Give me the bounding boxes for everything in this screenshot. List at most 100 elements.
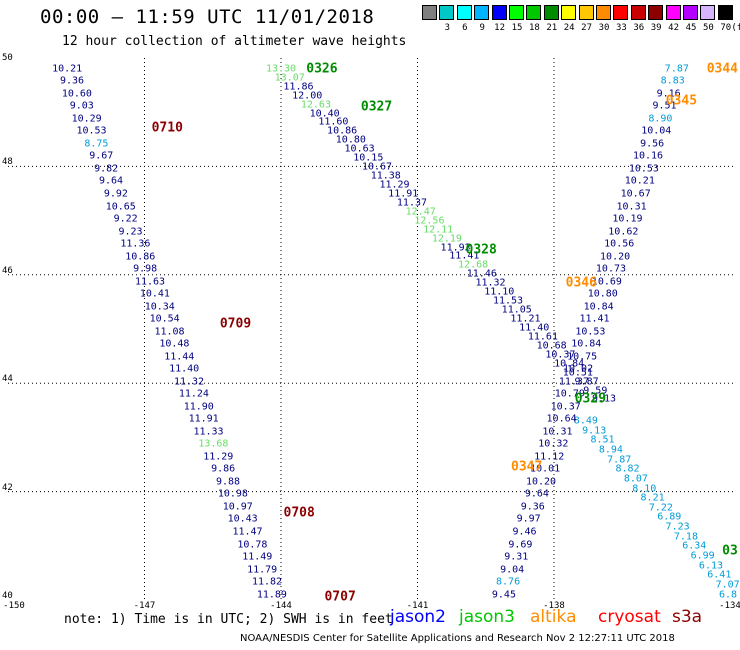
wave-height-value: 10.84 — [583, 301, 614, 313]
wave-height-value: 10.04 — [641, 125, 672, 137]
footer-note: note: 1) Time is in UTC; 2) SWH is in fe… — [64, 612, 393, 627]
wave-height-value: 11.29 — [379, 179, 410, 191]
x-tick-label: -150 — [3, 601, 25, 611]
wave-height-value: 6.89 — [657, 511, 682, 523]
legend-item-altika: altika — [530, 607, 577, 627]
map-plot — [8, 58, 736, 600]
wave-height-value: 6.13 — [698, 560, 724, 572]
x-tick-label: -134 — [719, 601, 740, 611]
wave-height-value: 9.82 — [94, 163, 119, 175]
wave-height-value: 11.63 — [134, 276, 166, 288]
wave-height-value: 9.64 — [98, 175, 124, 187]
wave-height-value: 8.75 — [84, 138, 109, 150]
wave-height-value: 11.08 — [154, 326, 185, 338]
wave-height-value: 9.88 — [215, 476, 241, 488]
x-tick-label: -138 — [543, 601, 565, 611]
wave-height-value: 8.07 — [623, 473, 648, 485]
wave-height-value: 9.64 — [524, 488, 549, 500]
scale-swatch — [613, 5, 629, 20]
wave-height-value: 10.56 — [604, 238, 635, 250]
wave-height-value: 7.22 — [648, 502, 673, 514]
pass-time-label: 0707 — [324, 589, 356, 605]
wave-height-value: 10.67 — [620, 188, 651, 200]
scale-tick-label: 12 — [494, 23, 506, 33]
wave-height-value: 9.98 — [133, 263, 158, 275]
wave-height-value: 11.32 — [475, 277, 506, 289]
wave-height-value: 8.82 — [615, 463, 640, 475]
scale-swatch — [474, 5, 490, 20]
wave-height-value: 11.92 — [440, 242, 471, 254]
wave-height-value: 10.53 — [575, 326, 606, 338]
wave-height-value: 9.13 — [592, 393, 617, 405]
wave-height-value: 8.21 — [640, 492, 665, 504]
scale-tick-label: 39 — [650, 23, 662, 33]
scale-swatch — [596, 5, 611, 20]
wave-height-value: 10.54 — [149, 313, 180, 325]
wave-height-value: 9.31 — [504, 551, 529, 563]
wave-height-value: 9.03 — [69, 100, 94, 112]
wave-height-value: 11.79 — [247, 564, 278, 576]
wave-height-value: 10.41 — [139, 288, 170, 300]
wave-height-value: 10.53 — [628, 163, 659, 175]
wave-height-value: 9.67 — [89, 150, 114, 162]
wave-height-value: 13.30 — [265, 63, 297, 75]
wave-height-value: 10.51 — [562, 367, 593, 379]
wave-height-value: 10.84 — [554, 358, 585, 370]
wave-height-value: 11.47 — [232, 526, 263, 538]
wave-height-value: 10.34 — [144, 301, 175, 313]
wave-height-value: 10.79 — [554, 388, 585, 400]
wave-height-value: 7.23 — [665, 521, 690, 533]
scale-tick-label: 15 — [511, 23, 523, 33]
wave-height-value: 11.33 — [193, 426, 224, 438]
wave-height-value: 10.86 — [327, 125, 358, 137]
wave-height-value: 11.40 — [169, 363, 200, 375]
wave-height-value: 10.86 — [125, 251, 156, 263]
scale-tick-label: 3 — [444, 23, 451, 33]
wave-height-value: 11.29 — [203, 451, 234, 463]
wave-height-value: 10.64 — [546, 413, 577, 425]
wave-height-value: 13.07 — [274, 72, 305, 84]
wave-height-value: 11.90 — [183, 401, 214, 413]
wave-height-value: 12.19 — [431, 233, 462, 245]
wave-height-value: 9.04 — [500, 564, 525, 576]
wave-height-value: 10.40 — [309, 108, 340, 120]
wave-height-value: 8.90 — [648, 113, 673, 125]
x-tick-label: -147 — [133, 601, 156, 611]
pass-time-label: 0710 — [151, 120, 183, 136]
wave-height-value: 8.49 — [573, 415, 598, 427]
wave-height-value: 10.16 — [632, 150, 664, 162]
wave-height-value: 10.29 — [71, 113, 102, 125]
scale-tick-label: 70 — [720, 23, 732, 33]
wave-height-value: 10.19 — [612, 213, 643, 225]
wave-height-value: 10.20 — [525, 476, 557, 488]
wave-height-value: 13.68 — [198, 438, 229, 450]
wave-height-value: 9.23 — [118, 226, 143, 238]
wave-height-value: 11.46 — [466, 268, 497, 280]
wave-height-value: 10.80 — [335, 134, 366, 146]
scale-tick-label: 45 — [685, 23, 697, 33]
pass-time-label: 0345 — [665, 93, 698, 109]
scale-tick-label: 6 — [462, 23, 468, 33]
wave-height-value: 10.48 — [159, 338, 190, 350]
wave-height-value: 11.82 — [251, 576, 283, 588]
wave-height-value: 9.97 — [516, 513, 541, 525]
wave-height-value: 8.10 — [632, 483, 657, 495]
wave-height-value: 10.02 — [562, 363, 594, 375]
wave-height-value: 11.91 — [388, 188, 419, 200]
wave-height-value: 12.56 — [414, 215, 445, 227]
scale-swatch — [561, 5, 577, 20]
wave-height-value: 10.37 — [550, 401, 581, 413]
scale-swatch — [717, 5, 733, 20]
wave-height-value: 10.53 — [76, 125, 107, 137]
y-tick-label: 48 — [2, 157, 13, 168]
wave-height-value: 9.92 — [103, 188, 128, 200]
wave-height-value: 11.24 — [178, 388, 209, 400]
wave-height-value: 10.20 — [600, 251, 631, 263]
page-subtitle: 12 hour collection of altimeter wave hei… — [62, 34, 407, 49]
wave-height-value: 10.31 — [542, 426, 573, 438]
wave-height-value: 11.41 — [579, 313, 610, 325]
y-tick-label: 42 — [2, 482, 13, 493]
wave-height-value: 11.05 — [501, 304, 532, 316]
pass-time-label: 0708 — [283, 505, 315, 521]
wave-height-value: 8.51 — [590, 434, 615, 446]
